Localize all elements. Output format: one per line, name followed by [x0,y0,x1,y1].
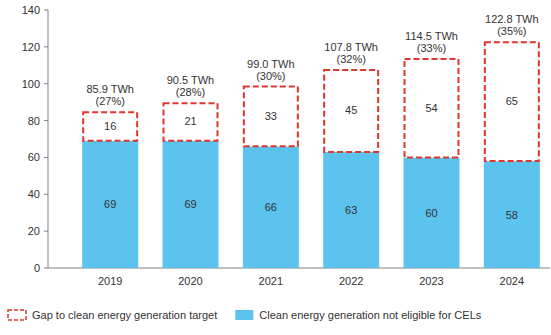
annotation-line: (27%) [95,95,124,107]
data-label: 65 [506,95,518,107]
bar [323,152,379,268]
data-label: 33 [265,110,277,122]
y-tick-label: 20 [28,225,40,237]
legend-swatch [235,310,253,320]
y-tick [44,157,48,158]
y-tick-label: 0 [34,262,40,274]
annotation: 90.5 TWh(28%) [167,74,215,98]
annotation-line: 90.5 TWh [167,74,215,86]
data-label: 58 [506,209,518,221]
data-label: 45 [345,104,357,116]
bar [164,103,218,141]
data-label: 60 [425,207,437,219]
bar [243,146,299,268]
data-label: 63 [345,204,357,216]
annotation-line: 99.0 TWh [247,58,295,70]
annotation: 114.5 TWh(33%) [405,30,458,54]
data-label: 16 [104,120,116,132]
y-tick-label: 100 [22,78,40,90]
annotation-line: (35%) [497,25,526,37]
x-tick-label: 2022 [339,275,363,287]
bar [324,70,378,152]
legend-label: Gap to clean energy generation target [32,309,217,321]
legend-label: Clean energy generation not eligible for… [259,309,481,321]
y-tick-label: 140 [22,4,40,16]
data-label: 69 [104,198,116,210]
annotation-line: 85.9 TWh [86,83,134,95]
y-tick-label: 40 [28,188,40,200]
x-tick-label: 2021 [259,275,283,287]
y-tick [44,120,48,121]
bar [404,157,460,268]
y-tick-label: 120 [22,41,40,53]
annotation: 99.0 TWh(30%) [247,58,295,82]
annotation: 122.8 TWh(35%) [485,13,539,37]
data-label: 54 [425,102,437,114]
y-tick [44,46,48,47]
annotation-line: (30%) [256,70,285,82]
bar [485,42,539,161]
y-axis [48,10,49,268]
y-tick [44,231,48,232]
data-label: 21 [184,115,196,127]
data-label: 69 [184,198,196,210]
annotation-line: 122.8 TWh [485,13,539,25]
y-tick-label: 60 [28,151,40,163]
annotation: 85.9 TWh(27%) [86,83,134,107]
chart: 0 20 40 60 80 100 120 140 2019 2020 2021 2022 2023 20… [0,0,551,335]
bars [82,42,540,268]
annotation-line: (33%) [417,42,446,54]
y-tick-label: 80 [28,115,40,127]
bar [163,141,219,268]
annotation: 107.8 TWh(32%) [324,41,378,65]
y-tick [44,268,48,269]
bar [82,141,138,268]
annotation-line: (32%) [336,53,365,65]
data-label: 66 [265,201,277,213]
y-tick [44,83,48,84]
y-tick [44,194,48,195]
bar [405,59,459,158]
y-tick [44,10,48,11]
annotation-line: 114.5 TWh [405,30,458,42]
bar [484,161,540,268]
annotation-line: (28%) [176,86,205,98]
x-tick-label: 2019 [98,275,122,287]
x-tick-label: 2023 [419,275,443,287]
x-tick-label: 2024 [500,275,524,287]
labels: 69 69 66 63 60 58 16 21 33 45 54 65 [104,95,518,220]
legend-swatch [8,310,26,320]
bar [244,87,298,147]
bar [83,112,137,140]
annotation-line: 107.8 TWh [324,41,378,53]
x-tick-label: 2020 [178,275,202,287]
